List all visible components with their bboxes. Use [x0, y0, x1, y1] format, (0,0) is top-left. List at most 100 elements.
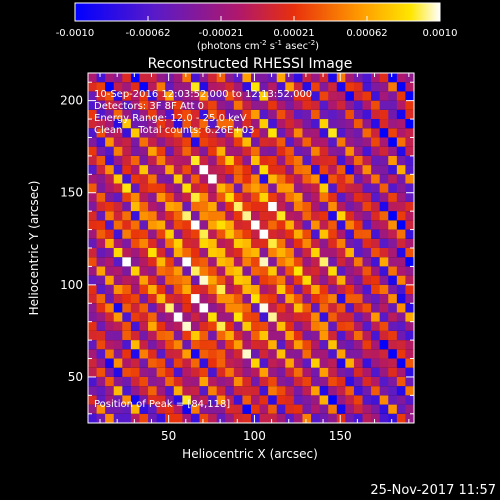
heatmap-cell: [345, 146, 355, 156]
heatmap-cell: [113, 358, 123, 368]
heatmap-cell: [396, 404, 407, 414]
heatmap-cell: [328, 266, 338, 276]
heatmap-cell: [130, 413, 141, 423]
heatmap-cell: [105, 201, 115, 212]
heatmap-cell: [122, 109, 132, 120]
heatmap-cell: [156, 229, 166, 239]
heatmap-cell: [379, 367, 389, 377]
heatmap-cell: [379, 165, 389, 175]
heatmap-cell: [293, 211, 304, 221]
heatmap-cell: [396, 349, 407, 359]
heatmap-cell: [122, 358, 132, 368]
heatmap-cell: [345, 284, 355, 295]
heatmap-cell: [285, 183, 295, 193]
heatmap-cell: [362, 238, 372, 248]
heatmap-cell: [251, 303, 261, 313]
heatmap-cell: [405, 340, 415, 350]
heatmap-cell: [130, 146, 141, 156]
heatmap-cell: [242, 165, 252, 175]
heatmap-cell: [285, 358, 295, 368]
heatmap-cell: [328, 155, 338, 166]
heatmap-cell: [96, 303, 106, 313]
heatmap-cell: [405, 266, 415, 276]
heatmap-cell: [208, 284, 218, 295]
heatmap-cell: [336, 321, 346, 331]
heatmap-cell: [396, 82, 407, 92]
heatmap-cell: [130, 284, 141, 295]
heatmap-cell: [396, 312, 407, 322]
heatmap-cell: [148, 220, 158, 230]
heatmap-cell: [345, 229, 355, 239]
heatmap-cell: [311, 303, 321, 313]
heatmap-cell: [208, 294, 218, 304]
heatmap-cell: [173, 275, 183, 285]
heatmap-cell: [130, 386, 141, 396]
heatmap-cell: [345, 220, 355, 230]
heatmap-cell: [88, 358, 98, 368]
heatmap-cell: [371, 413, 381, 423]
heatmap-cell: [173, 340, 183, 350]
heatmap-cell: [311, 413, 321, 423]
heatmap-cell: [216, 100, 226, 110]
heatmap-cell: [156, 284, 166, 295]
heatmap-cell: [345, 155, 355, 166]
heatmap-cell: [139, 349, 149, 359]
heatmap-cell: [173, 349, 183, 359]
heatmap-cell: [199, 155, 209, 166]
heatmap-cell: [190, 165, 201, 175]
heatmap-cell: [190, 349, 201, 359]
heatmap-cell: [156, 404, 166, 414]
heatmap-cell: [88, 257, 98, 267]
heatmap-cell: [208, 349, 218, 359]
heatmap-cell: [388, 266, 398, 276]
heatmap-cell: [396, 211, 407, 221]
heatmap-cell: [251, 349, 261, 359]
heatmap-cell: [285, 386, 295, 396]
heatmap-cell: [208, 257, 218, 267]
heatmap-cell: [251, 91, 261, 101]
heatmap-cell: [276, 137, 286, 147]
heatmap-cell: [182, 220, 192, 230]
heatmap-cell: [302, 367, 312, 377]
heatmap-cell: [165, 340, 175, 350]
heatmap-cell: [216, 192, 226, 202]
heatmap-cell: [208, 275, 218, 285]
heatmap-cell: [233, 91, 244, 101]
heatmap-cell: [173, 128, 183, 138]
heatmap-cell: [328, 183, 338, 193]
heatmap-cell: [130, 404, 141, 414]
heatmap-cell: [113, 73, 123, 83]
heatmap-cell: [122, 376, 132, 387]
heatmap-cell: [88, 109, 98, 120]
heatmap-cell: [293, 275, 304, 285]
heatmap-cell: [216, 248, 226, 258]
heatmap-cell: [233, 395, 244, 405]
heatmap-cell: [362, 91, 372, 101]
heatmap-cell: [156, 349, 166, 359]
heatmap-cell: [405, 91, 415, 101]
heatmap-cell: [199, 73, 209, 83]
heatmap-cell: [233, 340, 244, 350]
heatmap-cell: [311, 155, 321, 166]
heatmap-cell: [379, 220, 389, 230]
heatmap-cell: [362, 146, 372, 156]
heatmap-cell: [353, 174, 364, 184]
heatmap-cell: [130, 238, 141, 248]
heatmap-cell: [242, 340, 252, 350]
heatmap-cell: [362, 266, 372, 276]
heatmap-cell: [88, 312, 98, 322]
heatmap-cell: [319, 229, 329, 239]
heatmap-cell: [336, 330, 346, 341]
heatmap-cell: [242, 174, 252, 184]
heatmap-cell: [130, 312, 141, 322]
heatmap-cell: [319, 376, 329, 387]
heatmap-cell: [362, 211, 372, 221]
heatmap-cell: [353, 367, 364, 377]
heatmap-cell: [268, 174, 278, 184]
heatmap-cell: [216, 137, 226, 147]
heatmap-cell: [88, 349, 98, 359]
heatmap-cell: [293, 404, 304, 414]
heatmap-cell: [388, 128, 398, 138]
heatmap-cell: [173, 100, 183, 110]
heatmap-cell: [379, 192, 389, 202]
